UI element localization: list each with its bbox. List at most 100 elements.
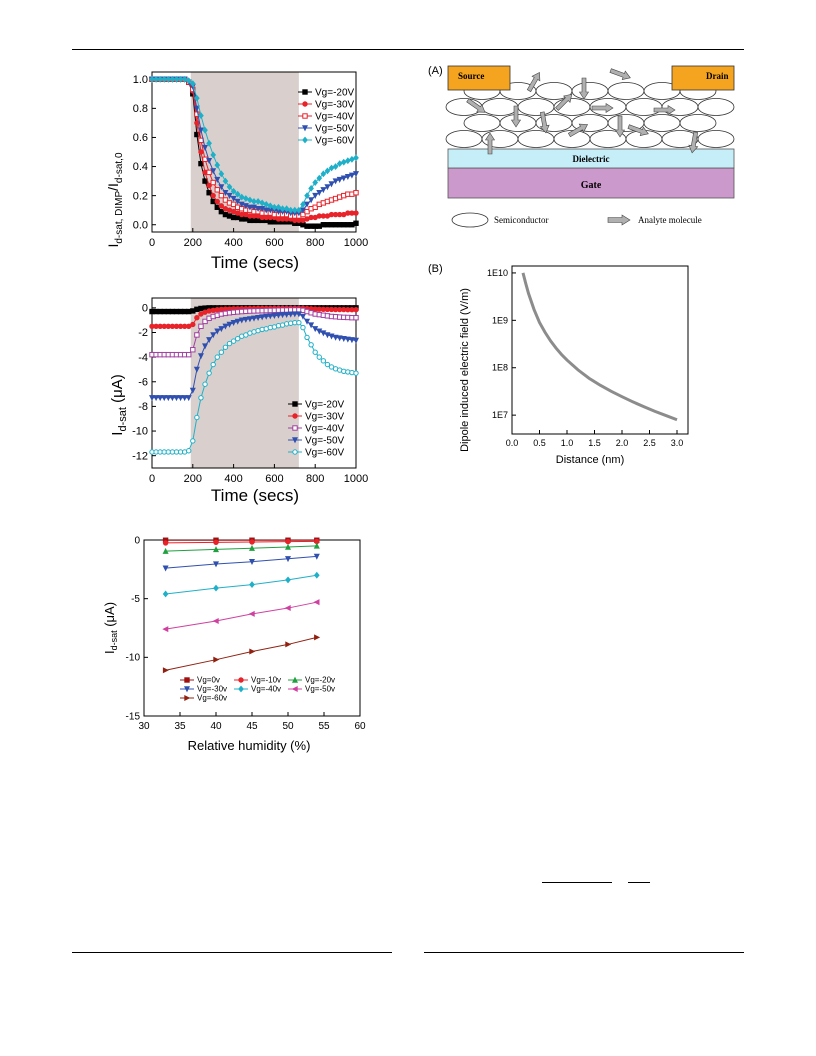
chart-dipole-field-svg: (B) Distance (nm) Dipole induced electri… <box>428 263 689 466</box>
chart0-point <box>308 197 315 204</box>
chart0-point <box>206 182 212 189</box>
chart1-point <box>169 395 176 402</box>
chart1-point <box>348 337 355 344</box>
chart0-point <box>324 184 331 191</box>
chart2-xtick-label: 40 <box>210 721 222 732</box>
chart2-point <box>248 544 256 551</box>
chart-normalized-current-svg: Time (secs) Id-sat, DIMP/Id-sat,0 0 200 40… <box>105 71 368 272</box>
analyte-arrow-shape <box>555 93 573 111</box>
semiconductor-grain <box>661 98 699 116</box>
chart1-point <box>308 342 314 348</box>
chart2-point <box>313 542 320 549</box>
chart2-series-line-4 <box>165 574 317 595</box>
chart3-ylabel: Dipole induced electric field (V/m) <box>459 288 471 452</box>
chart2-ytick-label: 0 <box>134 535 140 546</box>
analyte-arrow <box>627 124 649 137</box>
chart1-point <box>193 366 200 373</box>
chart0-point <box>255 206 262 213</box>
chart1-point <box>299 313 306 320</box>
analyte-molecules <box>466 68 699 155</box>
chart0-point <box>242 203 249 210</box>
chart0-legend-marker <box>302 101 308 107</box>
chart1-legend-marker <box>292 425 298 431</box>
chart1-point <box>218 349 225 355</box>
chart1-point <box>279 312 286 319</box>
chart0-point <box>271 203 278 211</box>
chart1-legend-label: Vg=-40V <box>305 423 345 434</box>
chart0-point <box>177 75 184 83</box>
chart0-ylabel-sub2: d-sat,0 <box>114 152 125 183</box>
chart1-point <box>190 438 196 444</box>
chart0-point <box>287 206 294 214</box>
chart1-point <box>206 370 212 376</box>
chart2-ytick-label: -10 <box>126 653 141 664</box>
chart0-point <box>251 198 257 205</box>
chart2-legend-label: Vg=-20v <box>305 676 335 685</box>
chart-dipole-field: (B) Distance (nm) Dipole induced electri… <box>424 258 744 478</box>
chart2-point <box>212 546 220 553</box>
chart2-point <box>285 641 292 648</box>
chart0-xtick-label: 800 <box>306 237 324 249</box>
chart2-point <box>213 584 219 592</box>
chart3-ytick-label: 1E8 <box>492 363 508 373</box>
chart2-point <box>213 539 219 546</box>
chart3-frame <box>511 265 689 435</box>
legend-semiconductor-icon <box>451 212 489 228</box>
chart3-xlabel: Distance (nm) <box>556 454 624 466</box>
chart0-point <box>242 195 249 202</box>
chart2-point <box>313 599 320 606</box>
chart1-xtick-label: 800 <box>306 473 324 485</box>
chart1-point <box>210 361 216 368</box>
chart0-point <box>230 187 237 195</box>
chart2-ylabel-sub: d-sat <box>109 630 119 651</box>
device-schematic-svg: (A) Gate Dielectric Source Drain Semicon… <box>428 65 735 228</box>
chart0-point <box>234 198 241 205</box>
chart2-series-line-2 <box>165 545 317 552</box>
chart0-point <box>300 200 306 208</box>
chart3-series-line-0 <box>521 272 678 422</box>
chart0-point <box>153 75 159 83</box>
chart0-point <box>352 171 360 178</box>
chart0-point <box>328 181 335 188</box>
chart0-point <box>353 154 359 162</box>
chart0-point <box>267 202 274 210</box>
chart1-point <box>340 335 347 342</box>
chart0-point <box>210 179 216 186</box>
chart2-xtick-label: 35 <box>174 721 186 732</box>
chart0-point <box>194 111 200 117</box>
chart0-point <box>202 156 208 162</box>
chart0-point <box>210 151 217 159</box>
chart2-legend: Vg=0v Vg=-10v Vg=-20v Vg=-30v Vg=-40v Vg=-50v… <box>180 676 335 703</box>
chart1-point <box>161 395 168 402</box>
chart0-point <box>218 170 225 178</box>
chart0-point <box>214 161 221 169</box>
analyte-arrow-shape <box>614 115 626 138</box>
chart1-point <box>190 347 196 353</box>
chart0-legend-label: Vg=-40V <box>315 111 355 122</box>
chart1-point <box>189 387 196 394</box>
chart2-plot: 30 35 40 45 50 55 60 0 -5 -10 -15 <box>126 535 366 732</box>
chart0-ytick-label: 0.0 <box>133 219 148 231</box>
chart1-point <box>206 337 213 344</box>
chart1-legend-label: Vg=-30V <box>305 411 345 422</box>
chart-normalized-current: Time (secs) Id-sat, DIMP/Id-sat,0 0 200 40… <box>100 60 400 275</box>
chart0-point <box>197 127 204 134</box>
chart1-point <box>226 321 233 328</box>
semiconductor-grain <box>625 98 663 116</box>
chart2-legend-marker <box>184 694 191 702</box>
chart1-xtick-label: 0 <box>149 473 155 485</box>
chart1-xtick-label: 200 <box>184 473 202 485</box>
chart0-point <box>226 192 233 199</box>
chart1-point <box>177 395 184 402</box>
chart0-point <box>206 139 212 147</box>
chart0-point <box>353 190 359 196</box>
chart1-point <box>295 311 302 318</box>
chart1-point <box>234 335 241 342</box>
chart1-point <box>230 338 237 344</box>
analyte-arrow-shape <box>578 77 590 100</box>
chart2-ylabel-unit: (μA) <box>102 602 117 630</box>
chart2-legend-marker <box>184 677 190 683</box>
chart0-plot: 0 200 400 600 800 1000 0.0 0.2 0.4 0.6 0.8 1.0 <box>133 71 368 249</box>
chart0-point <box>340 175 347 182</box>
chart1-point <box>202 343 209 350</box>
